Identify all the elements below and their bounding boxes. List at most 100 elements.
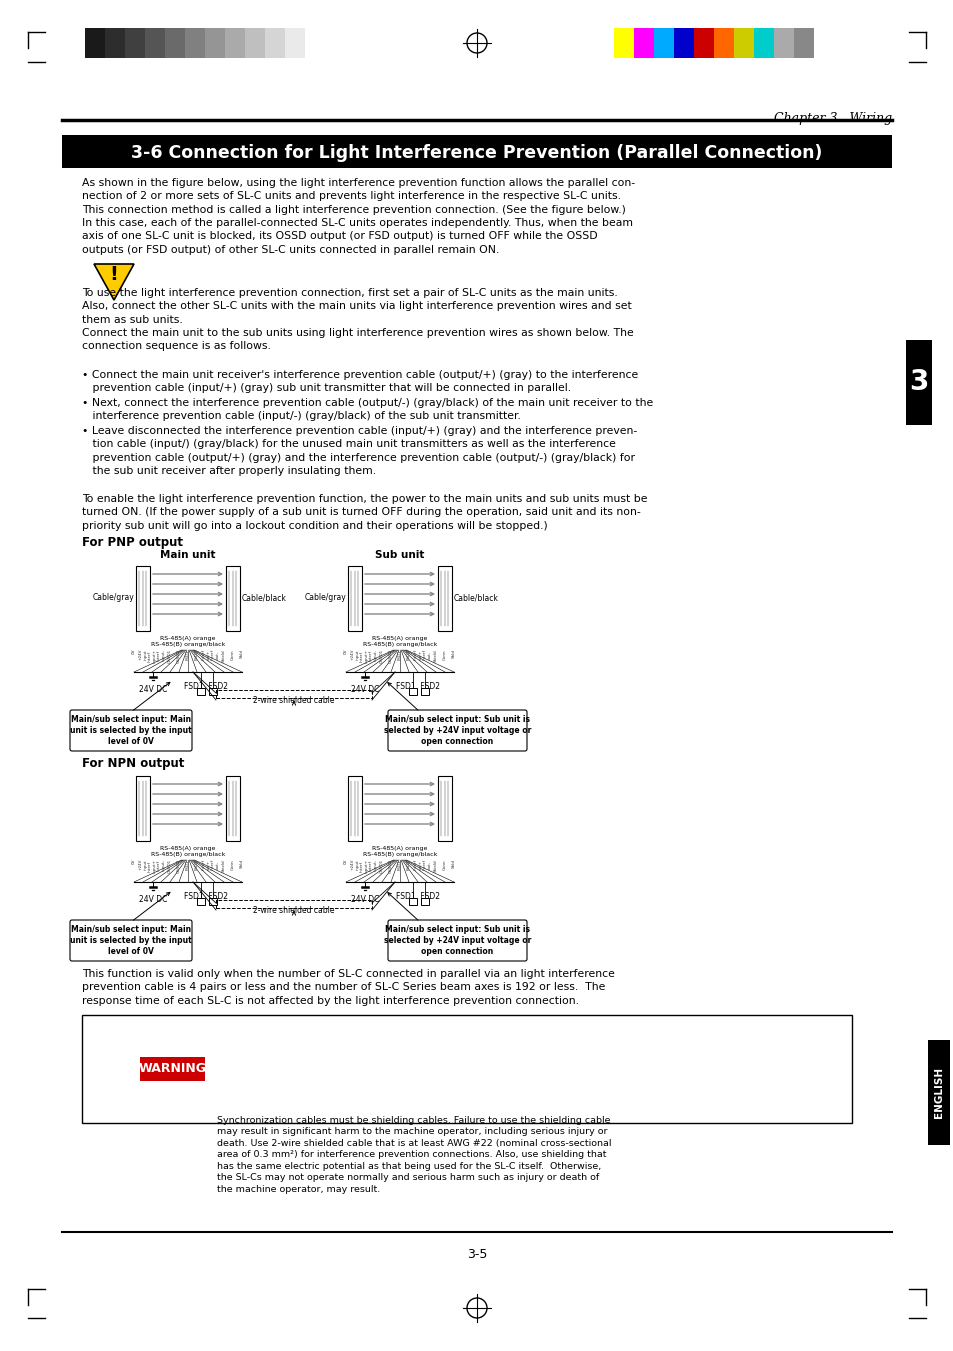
Text: ENGLISH: ENGLISH [933, 1067, 943, 1119]
Text: +24V
input: +24V input [138, 859, 147, 870]
Bar [773, 28, 793, 58]
Text: FSD1  FSD2: FSD1 FSD2 [395, 892, 439, 901]
Text: Interf
out+: Interf out+ [414, 859, 422, 870]
Text: Synchronization cables must be shielding cables. Failure to use the shielding ca: Synchronization cables must be shielding… [216, 1116, 611, 1194]
Text: For PNP output: For PNP output [82, 536, 183, 549]
Text: FSD2: FSD2 [194, 648, 199, 659]
Text: • Next, connect the interference prevention cable (output/-) (gray/black) of the: • Next, connect the interference prevent… [82, 399, 653, 422]
Text: Main unit: Main unit [160, 550, 215, 561]
Text: RS-485(A) orange
RS-485(B) orange/black: RS-485(A) orange RS-485(B) orange/black [362, 636, 436, 647]
Text: +24V
input: +24V input [351, 648, 359, 661]
Text: Cable/black: Cable/black [454, 593, 498, 603]
Bar [185, 28, 205, 58]
Text: Conn: Conn [442, 648, 447, 659]
Text: FSD1  FSD2: FSD1 FSD2 [184, 682, 228, 690]
Text: Shield: Shield [434, 859, 437, 871]
Bar [226, 775, 240, 842]
Text: Shld: Shld [240, 648, 244, 658]
Bar [196, 898, 205, 905]
Bar [136, 775, 150, 842]
Bar [125, 28, 145, 58]
Text: Interf
out+: Interf out+ [201, 648, 210, 661]
Text: To enable the light interference prevention function, the power to the main unit: To enable the light interference prevent… [82, 494, 647, 531]
Text: Cable/gray: Cable/gray [92, 593, 133, 603]
Text: Shld: Shld [240, 859, 244, 867]
Text: Interf
input-: Interf input- [156, 859, 165, 871]
Text: Interf
input-: Interf input- [156, 648, 165, 661]
Text: RS-485(A) orange
RS-485(B) orange/black: RS-485(A) orange RS-485(B) orange/black [151, 846, 225, 857]
Text: 0V: 0V [132, 648, 136, 654]
Polygon shape [94, 263, 133, 300]
FancyBboxPatch shape [388, 920, 526, 961]
Bar [713, 28, 733, 58]
Text: Interf
input-: Interf input- [368, 648, 376, 661]
Bar [437, 775, 452, 842]
Text: Shld: Shld [452, 648, 456, 658]
Bar [105, 28, 125, 58]
Text: 3-5: 3-5 [466, 1248, 487, 1260]
Bar [225, 28, 245, 58]
Bar [145, 28, 165, 58]
Text: Shield: Shield [222, 859, 226, 871]
Bar [209, 898, 216, 905]
Text: RS-485(A) orange
RS-485(B) orange/black: RS-485(A) orange RS-485(B) orange/black [151, 636, 225, 647]
Bar [215, 690, 372, 698]
FancyBboxPatch shape [388, 711, 526, 751]
Text: Interf
out-: Interf out- [422, 648, 431, 661]
Bar [634, 28, 654, 58]
Bar [265, 28, 285, 58]
FancyBboxPatch shape [70, 920, 192, 961]
Text: FSD2: FSD2 [407, 648, 411, 659]
Bar [420, 898, 429, 905]
Text: For NPN output: For NPN output [82, 757, 184, 770]
Bar [285, 28, 305, 58]
Text: FSD2: FSD2 [194, 859, 199, 870]
Text: This function is valid only when the number of SL-C connected in parallel via an: This function is valid only when the num… [82, 969, 615, 1005]
Text: OSSD1: OSSD1 [379, 648, 384, 663]
Text: 24V DC: 24V DC [139, 685, 167, 694]
Text: +24V
input: +24V input [351, 859, 359, 870]
Text: Chapter 3   Wiring: Chapter 3 Wiring [773, 112, 891, 126]
Text: 24V DC: 24V DC [351, 894, 378, 904]
Text: FSD1: FSD1 [186, 859, 190, 870]
Text: OSSD2: OSSD2 [389, 648, 393, 663]
Bar [82, 1015, 851, 1123]
Text: Interf
input+: Interf input+ [148, 859, 156, 873]
Text: Conn: Conn [442, 859, 447, 870]
Text: As shown in the figure below, using the light interference prevention function a: As shown in the figure below, using the … [82, 178, 635, 255]
Bar [927, 1040, 949, 1146]
Text: Shield: Shield [222, 648, 226, 662]
Text: Interf
out-: Interf out- [422, 859, 431, 870]
Text: FSD1: FSD1 [186, 648, 190, 659]
Text: Interf
input+: Interf input+ [148, 648, 156, 663]
Text: Interf
input+: Interf input+ [359, 648, 368, 663]
Text: • Connect the main unit receiver's interference prevention cable (output/+) (gra: • Connect the main unit receiver's inter… [82, 370, 638, 393]
Text: 24V DC: 24V DC [351, 685, 378, 694]
Text: Cable/gray: Cable/gray [304, 593, 346, 603]
Bar [437, 566, 452, 631]
Bar [196, 688, 205, 694]
Text: 3-6 Connection for Light Interference Prevention (Parallel Connection): 3-6 Connection for Light Interference Pr… [132, 143, 821, 162]
Bar [905, 340, 931, 426]
Bar [215, 900, 372, 908]
Bar [226, 566, 240, 631]
Bar [793, 28, 813, 58]
Text: Interf
out-: Interf out- [211, 859, 219, 870]
Text: Main/sub select input: Main
unit is selected by the input
level of 0V: Main/sub select input: Main unit is sele… [71, 715, 192, 746]
Text: OSSD2: OSSD2 [177, 648, 181, 663]
Bar [673, 28, 693, 58]
Bar [693, 28, 713, 58]
Text: Main/sub select input: Main
unit is selected by the input
level of 0V: Main/sub select input: Main unit is sele… [71, 925, 192, 957]
Bar [409, 688, 416, 694]
Text: To use the light interference prevention connection, first set a pair of SL-C un: To use the light interference prevention… [82, 288, 633, 351]
Bar [348, 566, 361, 631]
Text: FSD1  FSD2: FSD1 FSD2 [395, 682, 439, 690]
FancyBboxPatch shape [70, 711, 192, 751]
Bar [348, 775, 361, 842]
Text: Conn: Conn [231, 648, 234, 659]
Bar [165, 28, 185, 58]
Text: Main/sub select input: Sub unit is
selected by +24V input voltage or
open connec: Main/sub select input: Sub unit is selec… [383, 715, 531, 746]
Text: 0V: 0V [344, 859, 348, 865]
Bar [753, 28, 773, 58]
Text: Shield: Shield [434, 648, 437, 662]
